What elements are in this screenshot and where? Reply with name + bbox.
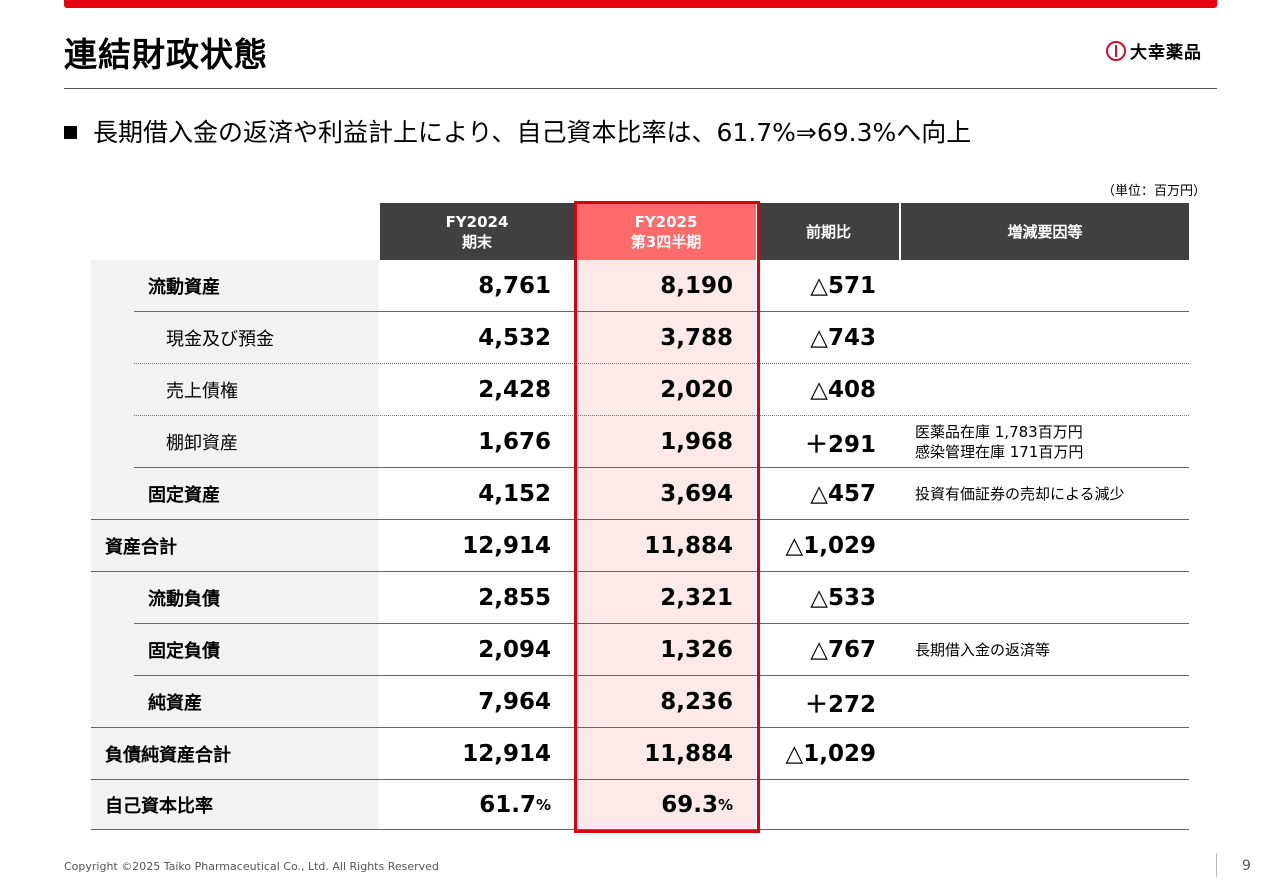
row-label: 現金及び預金: [166, 329, 274, 350]
reason-cell: 医薬品在庫 1,783百万円 感染管理在庫 171百万円: [915, 416, 1083, 468]
value-fy2024: 12,914: [462, 533, 551, 559]
header-fy2024-year: FY2024: [445, 212, 509, 231]
headline-text: 長期借入金の返済や利益計上により、自己資本比率は、61.7%⇒69.3%へ向上: [93, 118, 972, 147]
value-fy2025: 8,190: [660, 273, 733, 299]
row-label: 固定負債: [148, 641, 220, 662]
value-fy2025: 11,884: [644, 533, 733, 559]
row-label: 資産合計: [105, 537, 177, 558]
value-fy2024: 4,152: [478, 481, 551, 507]
row-label: 棚卸資産: [166, 433, 238, 454]
reason-line: 医薬品在庫 1,783百万円: [915, 423, 1083, 441]
table-row: 流動資産 8,761 8,190 △571: [0, 260, 1280, 312]
page-number: 9: [1242, 858, 1251, 874]
reason-line: 投資有価証券の売却による減少: [915, 485, 1125, 503]
table-row: 自己資本比率 61.7% 69.3%: [0, 780, 1280, 830]
logo-emblem-icon: [1106, 40, 1126, 61]
value-change: △457: [810, 481, 876, 507]
header-fy2025-year: FY2025: [634, 212, 698, 231]
accent-bar: [64, 0, 1217, 8]
page-number-divider: [1216, 853, 1217, 877]
header-change: 前期比: [758, 203, 899, 260]
value-fy2025: 8,236: [660, 689, 733, 715]
value-fy2024: 7,964: [478, 689, 551, 715]
square-bullet-icon: [64, 125, 77, 139]
value-change: △767: [810, 637, 876, 663]
logo-text: 大幸薬品: [1130, 43, 1202, 63]
value-fy2024: 61.7%: [380, 780, 551, 830]
row-label: 純資産: [148, 693, 202, 714]
value-fy2024: 2,094: [478, 637, 551, 663]
reason-cell: 投資有価証券の売却による減少: [915, 468, 1125, 520]
highlight-column-bg: [576, 260, 756, 830]
value-fy2025: 11,884: [644, 741, 733, 767]
value-change: ＋291: [804, 432, 876, 458]
header-reason: 増減要因等: [901, 203, 1189, 260]
table-row: 資産合計 12,914 11,884 △1,029: [0, 520, 1280, 572]
value-fy2025: 69.3%: [576, 780, 733, 830]
value-fy2025: 3,694: [660, 481, 733, 507]
row-label: 流動負債: [148, 589, 220, 610]
table-row: 売上債権 2,428 2,020 △408: [0, 364, 1280, 416]
value-fy2024: 8,761: [478, 273, 551, 299]
ratio-value: 69.3: [661, 792, 718, 818]
value-fy2025: 1,968: [660, 429, 733, 455]
header-reason-label: 増減要因等: [1007, 222, 1083, 241]
value-fy2024: 2,428: [478, 377, 551, 403]
title-divider: [64, 88, 1217, 89]
percent-unit: %: [717, 796, 733, 814]
value-fy2025: 1,326: [660, 637, 733, 663]
row-label: 売上債権: [166, 381, 238, 402]
value-change: △1,029: [785, 533, 876, 559]
value-fy2025: 2,321: [660, 585, 733, 611]
value-change: ＋272: [804, 692, 876, 718]
value-fy2024: 1,676: [478, 429, 551, 455]
value-change: △533: [810, 585, 876, 611]
ratio-value: 61.7: [479, 792, 536, 818]
table-row: 負債純資産合計 12,914 11,884 △1,029: [0, 728, 1280, 780]
table-row: 純資産 7,964 8,236 ＋272: [0, 676, 1280, 728]
value-change: △1,029: [785, 741, 876, 767]
header-fy2024-period: 期末: [461, 232, 492, 251]
header-fy2024: FY2024 期末: [380, 203, 574, 260]
headline: 長期借入金の返済や利益計上により、自己資本比率は、61.7%⇒69.3%へ向上: [64, 113, 971, 149]
slide-title: 連結財政状態: [64, 35, 268, 74]
table-row: 現金及び預金 4,532 3,788 △743: [0, 312, 1280, 364]
value-change: △571: [810, 273, 876, 299]
copyright-text: Copyright ©2025 Taiko Pharmaceutical Co.…: [64, 860, 439, 873]
table-row: 固定資産 4,152 3,694 △457 投資有価証券の売却による減少: [0, 468, 1280, 520]
unit-note: （単位：百万円）: [1102, 184, 1207, 199]
value-fy2024: 12,914: [462, 741, 551, 767]
header-fy2025-period: 第3四半期: [630, 232, 702, 251]
header-fy2025: FY2025 第3四半期: [576, 203, 756, 260]
value-fy2025: 2,020: [660, 377, 733, 403]
table-row: 棚卸資産 1,676 1,968 ＋291 医薬品在庫 1,783百万円 感染管…: [0, 416, 1280, 468]
percent-unit: %: [535, 796, 551, 814]
fy2025-highlight-frame: [574, 201, 760, 833]
value-change: △743: [810, 325, 876, 351]
value-fy2024: 2,855: [478, 585, 551, 611]
header-change-label: 前期比: [805, 222, 851, 241]
value-fy2025: 3,788: [660, 325, 733, 351]
table-row: 流動負債 2,855 2,321 △533: [0, 572, 1280, 624]
row-label: 流動資産: [148, 277, 220, 298]
value-fy2024: 4,532: [478, 325, 551, 351]
reason-line: 長期借入金の返済等: [915, 641, 1051, 659]
table-row: 固定負債 2,094 1,326 △767 長期借入金の返済等: [0, 624, 1280, 676]
value-change: △408: [810, 377, 876, 403]
row-label: 自己資本比率: [105, 796, 213, 817]
company-logo: 大幸薬品: [1106, 38, 1202, 63]
row-label: 固定資産: [148, 485, 220, 506]
row-label: 負債純資産合計: [105, 745, 231, 766]
reason-cell: 長期借入金の返済等: [915, 624, 1050, 676]
reason-line: 感染管理在庫 171百万円: [915, 443, 1084, 461]
